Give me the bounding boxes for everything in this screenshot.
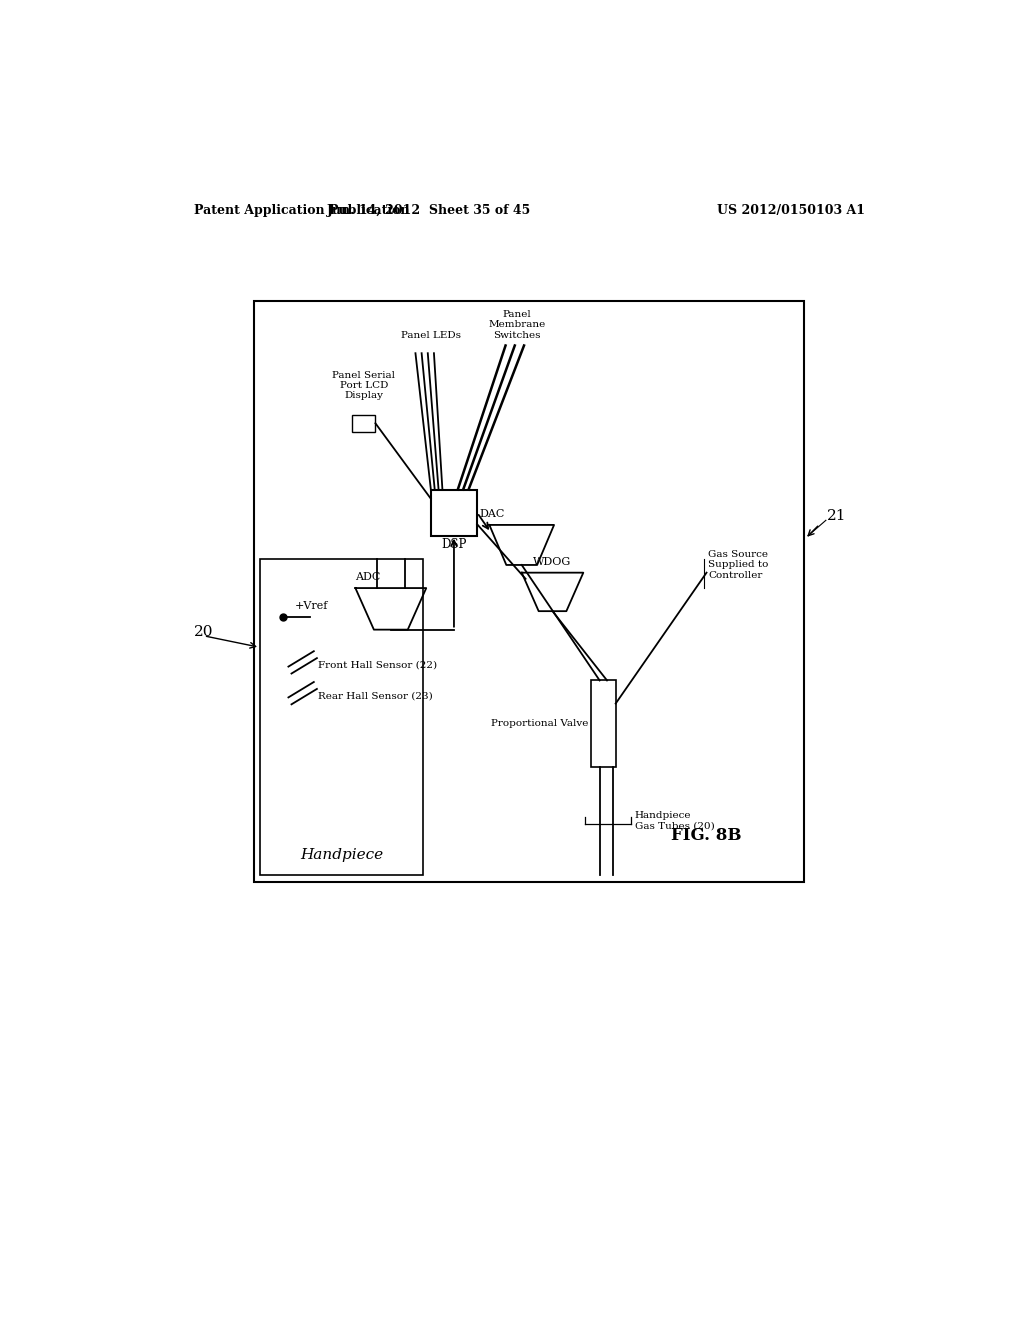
Bar [431, 490, 477, 536]
Bar [591, 681, 615, 767]
Text: Handpiece: Handpiece [300, 849, 383, 862]
Text: Panel LEDs: Panel LEDs [400, 331, 461, 341]
Text: 20: 20 [194, 624, 213, 639]
Bar [352, 414, 376, 432]
Bar [254, 301, 804, 882]
Text: ADC: ADC [355, 573, 380, 582]
Text: +Vref: +Vref [295, 601, 328, 611]
Text: Panel
Membrane
Switches: Panel Membrane Switches [488, 310, 546, 339]
Text: DSP: DSP [441, 539, 467, 552]
Text: US 2012/0150103 A1: US 2012/0150103 A1 [717, 205, 865, 218]
Text: DAC: DAC [480, 510, 505, 519]
Text: Rear Hall Sensor (23): Rear Hall Sensor (23) [317, 692, 432, 701]
Text: Handpiece
Gas Tubes (20): Handpiece Gas Tubes (20) [635, 810, 715, 830]
Text: Patent Application Publication: Patent Application Publication [194, 205, 410, 218]
Text: Proportional Valve: Proportional Valve [490, 719, 588, 729]
Text: 21: 21 [827, 510, 847, 524]
Bar [260, 558, 423, 875]
Text: Gas Source
Supplied to
Controller: Gas Source Supplied to Controller [708, 550, 768, 579]
Text: WDOG: WDOG [534, 557, 571, 566]
Text: Front Hall Sensor (22): Front Hall Sensor (22) [317, 660, 437, 669]
Text: FIG. 8B: FIG. 8B [672, 828, 741, 845]
Text: Panel Serial
Port LCD
Display: Panel Serial Port LCD Display [333, 371, 395, 400]
Text: Jun. 14, 2012  Sheet 35 of 45: Jun. 14, 2012 Sheet 35 of 45 [328, 205, 531, 218]
